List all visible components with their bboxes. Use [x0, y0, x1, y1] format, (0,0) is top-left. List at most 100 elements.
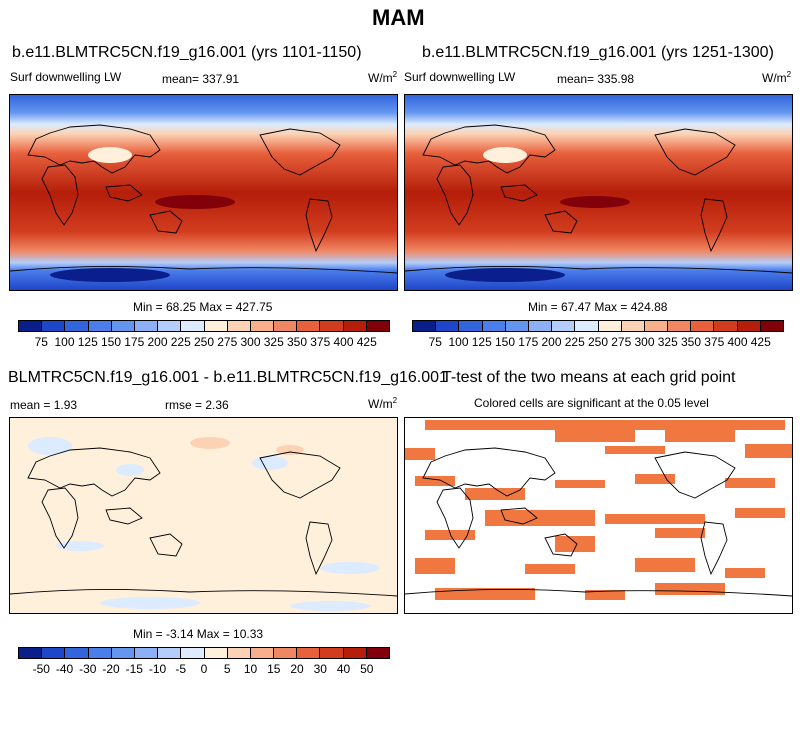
panel3-negative-areas	[28, 437, 380, 611]
colorbar3-swatch	[250, 648, 275, 658]
panel2-field	[405, 95, 792, 290]
panel3-units-sup: 2	[392, 396, 398, 405]
panel3-units: W/m2	[368, 396, 397, 411]
colorbar1-swatch	[227, 321, 251, 331]
colorbar3-tick: 15	[267, 662, 281, 676]
colorbar3-tick: -30	[79, 662, 97, 676]
colorbar2-swatch	[644, 321, 669, 331]
panel3-rmse-value: 2.36	[205, 398, 229, 412]
panel3-title: BLMTRC5CN.f19_g16.001 - b.e11.BLMTRC5CN.…	[8, 369, 448, 386]
colorbar3-swatch	[320, 648, 344, 658]
colorbar1-tick: 275	[217, 335, 238, 349]
colorbar3-swatch	[19, 648, 43, 658]
colorbar3-swatch	[274, 648, 298, 658]
panel2-map	[404, 94, 793, 291]
colorbar2-swatch	[505, 321, 529, 331]
colorbar2-swatch	[436, 321, 460, 331]
colorbar1-swatch	[65, 321, 89, 331]
colorbar2-tick: 275	[611, 335, 632, 349]
colorbar2-tick: 225	[564, 335, 585, 349]
colorbar1-ticks: 75 100 125 150 175 200 225 250 275 300 325 350 375 40…	[18, 335, 390, 349]
colorbar1-tick: 150	[100, 335, 122, 349]
colorbar2-tick: 300	[634, 335, 655, 349]
panel4-map	[404, 417, 793, 614]
panel4-subtitle: Colored cells are significant at the 0.0…	[474, 396, 709, 410]
colorbar2-swatch	[552, 321, 576, 331]
colorbar1-swatch	[297, 321, 321, 331]
panel1-mean: mean= 337.91	[162, 72, 239, 86]
colorbar1-swatch	[19, 321, 43, 331]
panel1-variable: Surf downwelling LW	[10, 70, 122, 84]
colorbar3-tick: 5	[223, 662, 231, 676]
panel1-map	[9, 94, 398, 291]
colorbar1-tick: 75	[34, 335, 48, 349]
colorbar2-tick: 250	[587, 335, 609, 349]
panel2-tibet-feature	[483, 147, 527, 163]
panel1-units: W/m2	[368, 70, 397, 85]
panel2-title: b.e11.BLMTRC5CN.f19_g16.001 (yrs 1251-13…	[422, 44, 774, 61]
panel3-mean-value: 1.93	[53, 398, 78, 412]
colorbar1-tick: 100	[54, 335, 75, 349]
panel3-coastlines	[10, 447, 397, 597]
panel1-coastlines	[10, 124, 397, 274]
colorbar1-tick: 425	[356, 335, 377, 349]
panel2-units: W/m2	[762, 70, 791, 85]
colorbar1-swatch	[366, 321, 389, 331]
colorbar2-swatch	[575, 321, 599, 331]
colorbar3-tick: 30	[313, 662, 327, 676]
colorbar2-swatch	[621, 321, 645, 331]
colorbar3-tick: 20	[290, 662, 304, 676]
colorbar3-tick: -10	[148, 662, 167, 676]
colorbar2-swatch	[528, 321, 553, 331]
panel2-units-sup: 2	[786, 70, 792, 79]
colorbar1-tick: 350	[286, 335, 308, 349]
panel1-title: b.e11.BLMTRC5CN.f19_g16.001 (yrs 1101-11…	[12, 44, 362, 61]
colorbar2	[412, 320, 784, 332]
colorbar3-swatch	[297, 648, 321, 658]
panel2-warmpool	[560, 196, 630, 208]
colorbar1-tick: 325	[263, 335, 284, 349]
colorbar2-tick: 200	[541, 335, 562, 349]
panel4-title: T-test of the two means at each grid poi…	[442, 369, 736, 386]
colorbar3-swatch	[158, 648, 182, 658]
panel1-field	[10, 95, 397, 290]
panel3-mean-label: mean =	[10, 398, 51, 412]
colorbar1-swatch	[320, 321, 344, 331]
panel1-warmpool	[155, 195, 235, 209]
colorbar1-swatch	[250, 321, 275, 331]
colorbar2-swatch	[737, 321, 761, 331]
panel3-minmax: Min = -3.14 Max = 10.33	[133, 627, 264, 641]
colorbar2-swatch	[714, 321, 738, 331]
colorbar2-tick: 100	[448, 335, 469, 349]
panel3-units-base: W/m	[368, 397, 393, 411]
panel2-antarctic	[445, 268, 565, 282]
colorbar1-tick: 225	[170, 335, 191, 349]
colorbar3-tick: -20	[102, 662, 120, 676]
colorbar2-tick: 400	[727, 335, 748, 349]
colorbar1-swatch	[204, 321, 228, 331]
colorbar3-tick: 10	[243, 662, 258, 676]
colorbar3-swatch	[134, 648, 159, 658]
panel2-coastlines	[405, 124, 792, 274]
panel1-units-sup: 2	[392, 70, 398, 79]
colorbar3-swatch	[88, 648, 112, 658]
colorbar1-swatch	[88, 321, 112, 331]
panel2-variable: Surf downwelling LW	[404, 70, 516, 84]
colorbar1-swatch	[134, 321, 159, 331]
panel3-positive-areas	[190, 437, 304, 455]
panel2-units-base: W/m	[762, 71, 787, 85]
panel4-map-svg	[405, 418, 792, 613]
colorbar1-swatch	[274, 321, 298, 331]
colorbar3-tick: -5	[175, 662, 187, 676]
colorbar2-swatch	[482, 321, 506, 331]
colorbar1-tick: 125	[77, 335, 98, 349]
panel1-mean-label: mean=	[162, 72, 200, 86]
colorbar2-tick: 150	[494, 335, 516, 349]
colorbar1-swatch	[158, 321, 182, 331]
panel1-map-svg	[10, 95, 397, 290]
colorbar2-tick: 425	[750, 335, 771, 349]
panel3-map	[9, 417, 398, 614]
colorbar3-tick: -50	[32, 662, 50, 676]
panel3-mean: mean = 1.93	[10, 398, 77, 412]
colorbar3	[18, 647, 390, 659]
